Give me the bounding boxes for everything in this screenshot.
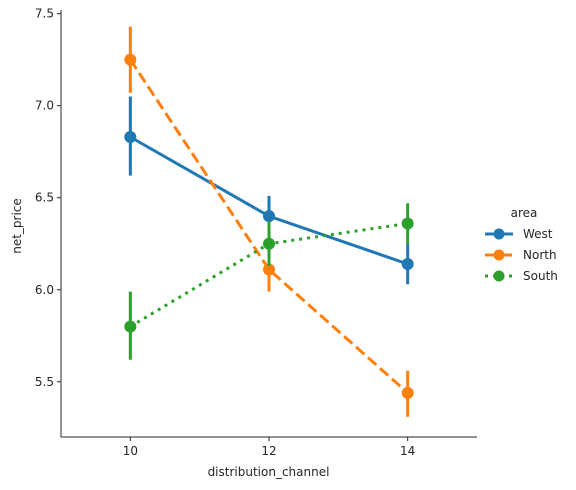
data-point-north [401,386,414,399]
y-tick-label: 5.5 [35,375,54,389]
data-point-south [124,320,137,333]
x-tick-label: 10 [123,444,138,458]
data-point-west [401,257,414,270]
y-tick-label: 6.5 [35,191,54,205]
y-tick-label: 7.5 [35,7,54,21]
data-point-south [401,217,414,230]
series-south [124,203,414,360]
data-point-west [124,130,137,143]
data-point-south [263,237,275,250]
data-point-north [124,53,137,66]
legend-label-south: South [523,269,558,283]
data-point-north [263,263,275,276]
legend-label-north: North [523,248,557,262]
x-tick-label: 14 [400,444,415,458]
legend-title: area [511,206,538,220]
legend-label-west: West [523,227,553,241]
axes: 5.5 6.0 6.5 7.0 7.5 10 12 14 [35,7,477,458]
series-line-north [129,58,409,394]
y-axis-label: net_price [10,198,24,254]
legend: area West North South [485,206,558,283]
x-tick-label: 12 [261,444,276,458]
legend-marker-west [493,228,505,240]
y-tick-label: 6.0 [35,283,54,297]
x-axis-label: distribution_channel [208,465,330,479]
series-north [124,26,414,417]
y-tick-label: 7.0 [35,99,54,113]
legend-marker-south [493,270,505,282]
legend-marker-north [493,249,505,261]
plot-area [124,26,414,417]
data-point-west [263,210,275,223]
